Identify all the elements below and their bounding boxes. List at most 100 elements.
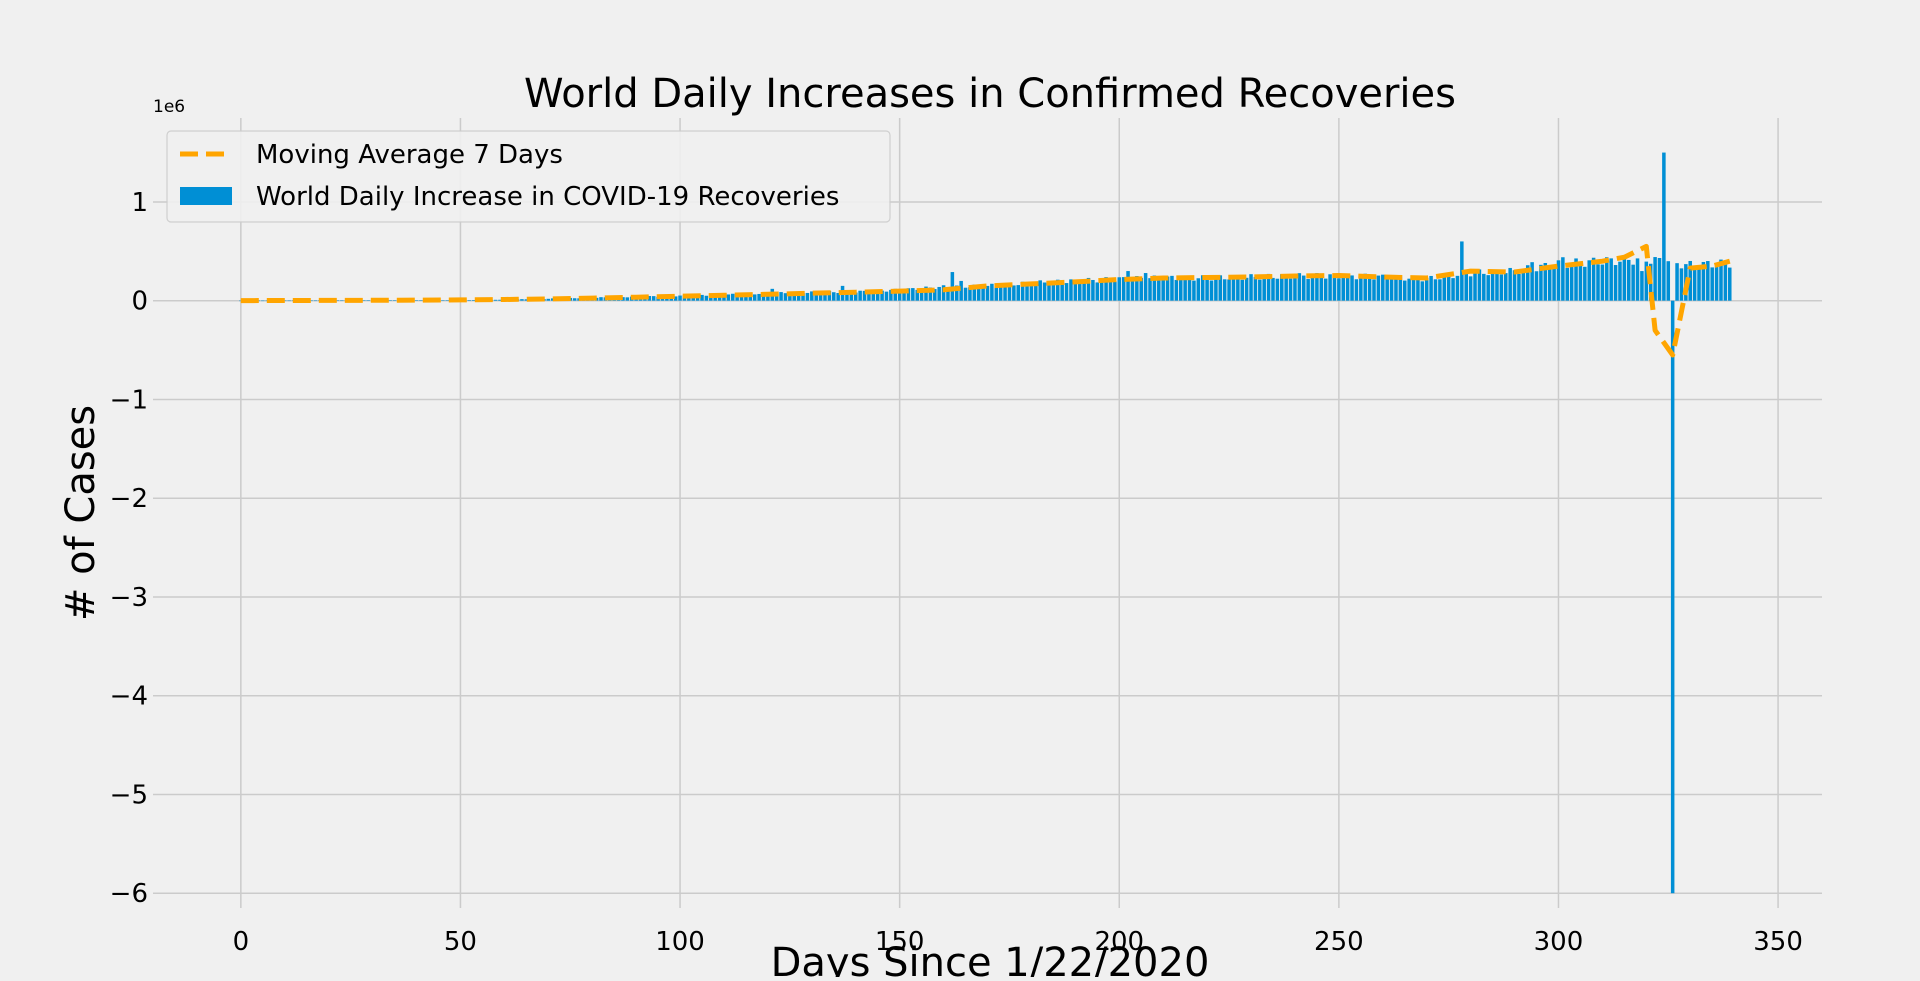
bar-series	[239, 152, 1732, 894]
bar	[976, 285, 981, 301]
bar	[1082, 281, 1086, 301]
bar	[937, 286, 941, 301]
bar	[1301, 275, 1306, 301]
bar	[1337, 278, 1341, 301]
bar	[1508, 267, 1512, 301]
bar	[1376, 275, 1381, 301]
bar	[261, 300, 265, 302]
bar	[726, 294, 731, 301]
bar	[1613, 265, 1618, 301]
bar	[1012, 285, 1016, 301]
bar	[1051, 281, 1056, 301]
bar	[1345, 273, 1350, 301]
bar	[1306, 278, 1310, 301]
bar	[1143, 273, 1148, 301]
bar	[889, 289, 893, 301]
bar	[950, 272, 955, 301]
bar	[1047, 284, 1051, 301]
bar	[871, 291, 876, 301]
bar	[1486, 275, 1490, 301]
bar	[1714, 266, 1719, 301]
bar	[1341, 277, 1346, 301]
bar	[550, 298, 555, 301]
bar	[801, 293, 805, 301]
bar	[1020, 281, 1025, 301]
bar	[1192, 280, 1196, 301]
bar	[1438, 279, 1442, 301]
bar	[1056, 279, 1060, 301]
bar	[1034, 283, 1038, 301]
bar	[1442, 274, 1447, 301]
bar	[897, 290, 902, 301]
bar	[845, 291, 849, 301]
bar	[796, 291, 801, 301]
bar	[994, 285, 999, 301]
bar	[1332, 273, 1337, 301]
bar	[704, 295, 709, 301]
bar	[919, 288, 924, 301]
bar	[1644, 261, 1649, 301]
bar	[867, 292, 871, 301]
bar	[1692, 266, 1697, 301]
bar	[1578, 263, 1583, 301]
bar	[520, 299, 524, 301]
bar	[1609, 258, 1613, 301]
bar	[1117, 277, 1122, 301]
bar	[1688, 260, 1692, 301]
bar	[1455, 275, 1460, 301]
bar	[1530, 262, 1534, 301]
bar	[823, 292, 827, 301]
bar	[1482, 273, 1486, 301]
bar	[1275, 278, 1280, 301]
bar	[1534, 271, 1539, 301]
bar	[933, 289, 937, 301]
bar	[774, 293, 779, 301]
line-series	[240, 243, 1731, 358]
bar	[1495, 269, 1499, 301]
x-tick-label: 150	[875, 927, 925, 957]
bar	[1552, 267, 1556, 301]
bar	[1381, 274, 1385, 301]
bar	[1490, 269, 1495, 301]
bar	[735, 294, 739, 301]
bar	[906, 288, 911, 301]
bar	[1310, 275, 1315, 301]
bar	[1504, 273, 1508, 301]
bar	[1626, 259, 1631, 301]
bar	[498, 299, 502, 301]
bar	[1556, 260, 1561, 301]
bar	[1108, 280, 1113, 301]
bar	[1631, 264, 1635, 301]
bar	[1464, 273, 1468, 301]
bar	[1271, 277, 1275, 301]
bar	[1240, 279, 1244, 301]
bar	[1069, 279, 1073, 301]
bar	[1209, 280, 1214, 301]
bar	[875, 289, 880, 301]
bar	[1297, 273, 1302, 301]
bar	[924, 286, 928, 301]
y-tick-label: −5	[110, 780, 148, 810]
bar	[392, 300, 397, 301]
bar	[990, 283, 994, 301]
bar	[805, 292, 810, 301]
bar	[366, 300, 370, 301]
bar	[309, 300, 313, 302]
bar	[1561, 257, 1565, 301]
bar	[1284, 274, 1288, 301]
y-offset-label: 1e6	[153, 97, 185, 117]
bar	[788, 293, 792, 301]
bar	[779, 292, 783, 301]
bar	[1701, 261, 1706, 301]
bar	[1710, 267, 1714, 301]
chart-title: World Daily Increases in Confirmed Recov…	[524, 71, 1456, 117]
bar	[1723, 262, 1728, 301]
bar	[1236, 275, 1240, 301]
bar	[1622, 255, 1627, 301]
bar	[1543, 262, 1548, 301]
bar	[414, 300, 419, 301]
bar	[880, 290, 884, 301]
bar	[647, 296, 652, 301]
bar	[471, 300, 476, 301]
bar	[1499, 274, 1504, 301]
